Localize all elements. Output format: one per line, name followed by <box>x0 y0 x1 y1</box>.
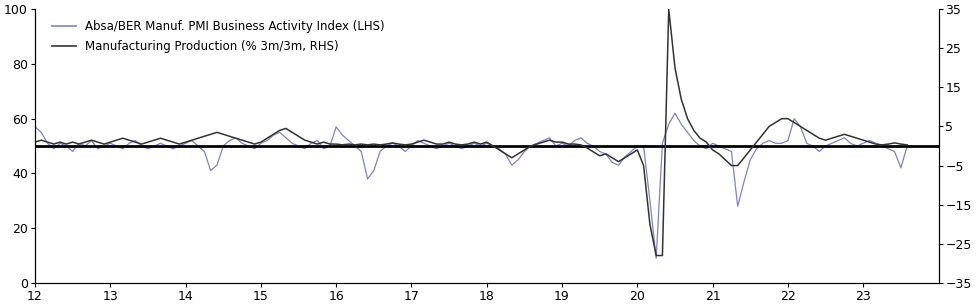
Manufacturing Production (% 3m/3m, RHS) <box>117 136 129 140</box>
Manufacturing Production (% 3m/3m, RHS) <box>901 143 913 147</box>
Manufacturing Production (% 3m/3m, RHS) <box>29 140 41 144</box>
Line: Manufacturing Production (% 3m/3m, RHS): Manufacturing Production (% 3m/3m, RHS) <box>35 9 907 255</box>
Manufacturing Production (% 3m/3m, RHS) <box>462 142 473 146</box>
Manufacturing Production (% 3m/3m, RHS) <box>393 142 405 146</box>
Absa/BER Manuf. PMI Business Activity Index (LHS) <box>462 144 473 148</box>
Absa/BER Manuf. PMI Business Activity Index (LHS) <box>29 125 41 129</box>
Absa/BER Manuf. PMI Business Activity Index (LHS) <box>901 144 913 148</box>
Manufacturing Production (% 3m/3m, RHS) <box>650 254 662 257</box>
Absa/BER Manuf. PMI Business Activity Index (LHS) <box>61 144 72 148</box>
Absa/BER Manuf. PMI Business Activity Index (LHS) <box>650 256 662 260</box>
Absa/BER Manuf. PMI Business Activity Index (LHS) <box>79 144 91 148</box>
Manufacturing Production (% 3m/3m, RHS) <box>186 138 198 142</box>
Manufacturing Production (% 3m/3m, RHS) <box>663 7 674 11</box>
Absa/BER Manuf. PMI Business Activity Index (LHS) <box>117 147 129 151</box>
Absa/BER Manuf. PMI Business Activity Index (LHS) <box>186 139 198 142</box>
Line: Absa/BER Manuf. PMI Business Activity Index (LHS): Absa/BER Manuf. PMI Business Activity In… <box>35 113 907 258</box>
Manufacturing Production (% 3m/3m, RHS) <box>61 142 72 146</box>
Absa/BER Manuf. PMI Business Activity Index (LHS) <box>670 111 681 115</box>
Legend: Absa/BER Manuf. PMI Business Activity Index (LHS), Manufacturing Production (% 3: Absa/BER Manuf. PMI Business Activity In… <box>50 18 387 56</box>
Manufacturing Production (% 3m/3m, RHS) <box>79 140 91 144</box>
Absa/BER Manuf. PMI Business Activity Index (LHS) <box>393 144 405 148</box>
